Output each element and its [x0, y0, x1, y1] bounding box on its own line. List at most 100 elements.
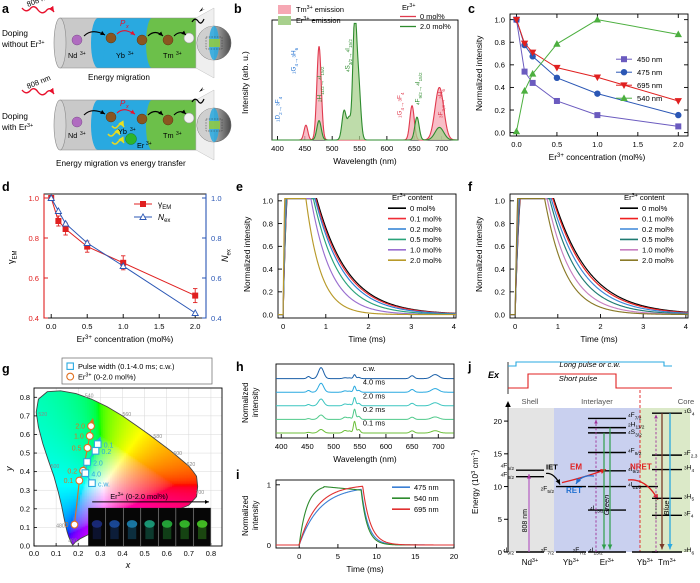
y-tick-right: 0.6 — [211, 274, 222, 283]
x-tick: 2.0 — [190, 322, 201, 331]
axis-frame — [275, 363, 455, 439]
marker — [55, 218, 62, 225]
x-tick: 0.8 — [206, 549, 216, 558]
y-tick: 0.8 — [20, 393, 30, 402]
x-tick: 650 — [406, 442, 419, 451]
axis-frame — [509, 13, 689, 137]
x-tick: 2 — [366, 322, 370, 331]
region-label-core: Core — [678, 397, 694, 406]
panel-a-caption-2: Energy migration vs energy transfer — [56, 159, 186, 168]
ion-axis-label: Nd3+ — [522, 558, 539, 567]
region-label-interlayer: Interlayer — [581, 397, 613, 406]
svg-text:3+: 3+ — [176, 131, 182, 137]
pulse-point — [83, 458, 91, 466]
legend-label: 695 nm — [414, 505, 439, 514]
legend-label: 0.1 mol% — [410, 214, 442, 223]
level-label: 4I9/2 — [503, 547, 515, 556]
panel-a-schematic: 808 nm P x Nd 3+ — [1, 0, 232, 168]
marker — [191, 308, 200, 316]
pulse-schematic: Ex Long pulse or c.w. Short pulse — [488, 360, 672, 394]
panel-e-label: e — [236, 180, 243, 194]
x-axis-title: Time (ms) — [580, 334, 618, 344]
level-label: 4S3/2 — [628, 429, 642, 438]
panel-i-label: i — [236, 468, 240, 482]
transition-label: 4S3/2→4I15/2 — [344, 39, 354, 72]
locus-wavelength-label: 500 — [51, 464, 60, 470]
svg-text:808 nm: 808 nm — [25, 0, 52, 9]
x-tick: 0.5 — [139, 549, 149, 558]
svg-text:P: P — [120, 99, 126, 108]
y-axis-title: Normalized intensity — [242, 216, 252, 292]
x-tick: 0.3 — [95, 549, 105, 558]
marker — [192, 292, 199, 299]
pulse-point-label: 0.2 — [101, 449, 111, 456]
x-axis-title: Time (ms) — [346, 564, 384, 574]
marker — [528, 49, 537, 57]
y-tick-right: 0.8 — [211, 234, 222, 243]
legend-label-nex: Nex — [158, 212, 170, 224]
transition-label: 4F9/2→4I15/2 — [414, 72, 424, 105]
region-shell — [508, 408, 554, 552]
panel-b: b 400 450 500 550 600 650 700 Wavelength (nm) In… — [232, 0, 466, 178]
svg-text:3+: 3+ — [80, 51, 86, 57]
long-pulse-trace — [508, 361, 672, 367]
panel-h-chart: 400 450 500 550 600 650 700 Wavelength (nm) Norm… — [241, 363, 455, 464]
level-label: 4I9/2 — [628, 466, 640, 475]
x-axis-title: Wavelength (nm) — [333, 156, 397, 166]
x-tick: 3 — [409, 322, 413, 331]
legend-label-gamma: γEM — [158, 199, 171, 211]
svg-text:3+: 3+ — [128, 51, 134, 57]
spectrum-curve — [276, 382, 454, 393]
x-axis-title: Time (ms) — [348, 334, 386, 344]
transition-label: 3F2,3→3H6 — [437, 89, 447, 118]
y-tick-left: 1.0 — [28, 194, 39, 203]
y-tick: 0.6 — [494, 61, 505, 70]
y-tick: 10 — [494, 482, 502, 491]
x-tick: 700 — [432, 442, 445, 451]
x-tick: 10 — [372, 552, 380, 561]
legend-label: 0.2 mol% — [642, 225, 674, 234]
spectrum-line — [272, 22, 458, 141]
vial-body — [92, 523, 102, 540]
x-tick: 500 — [327, 442, 340, 451]
x-tick: 550 — [353, 144, 366, 153]
pulse-point — [93, 440, 102, 448]
transition-label: 1G4→3F4 — [396, 92, 406, 118]
region-label-shell: Shell — [522, 397, 539, 406]
legend-label: 0.2 mol% — [410, 225, 442, 234]
svg-text:Nd: Nd — [68, 51, 77, 60]
y-tick: 0.6 — [262, 242, 273, 251]
pump-label: 808 nm — [522, 509, 529, 533]
legend-marker — [139, 212, 147, 220]
long-pulse-label: Long pulse or c.w. — [559, 360, 620, 369]
x-tick: 450 — [298, 144, 311, 153]
svg-text:x: x — [125, 104, 129, 110]
region-interlayer — [554, 408, 640, 552]
x-tick: 1 — [324, 322, 328, 331]
x-tick: 0.2 — [73, 549, 83, 558]
x-tick: 550 — [353, 442, 366, 451]
locus-wavelength-label: 460 — [68, 538, 77, 544]
y-tick: 0.2 — [262, 288, 273, 297]
er-point-label: 0.2 — [67, 468, 77, 475]
curve-label: 2.0 ms — [363, 391, 385, 400]
axis-frame — [277, 193, 457, 319]
legend-label: 0.1 mol% — [642, 214, 674, 223]
y-tick: 0.4 — [494, 265, 505, 274]
x-tick: 400 — [275, 442, 288, 451]
x-tick: 0.0 — [29, 549, 39, 558]
marker — [620, 82, 628, 90]
x-tick: 0 — [281, 322, 285, 331]
panel-e: e 0 1 2 3 4 0.0 0.2 0.4 0.6 0.8 1.0 Time (ms) Normal… — [234, 178, 466, 360]
panel-j-label: j — [468, 360, 472, 374]
ret-label: RET — [566, 486, 582, 495]
ex-label: Ex — [488, 370, 500, 380]
marker — [674, 30, 682, 38]
blue-label: Blue — [662, 501, 671, 516]
svg-text:Nd: Nd — [68, 131, 77, 140]
level-label: 4F7/2 — [628, 412, 642, 421]
transition-label: 2H11/2→4I15/2 — [316, 66, 326, 102]
legend-label: 540 nm — [637, 94, 662, 103]
level-label: 4I13/2 — [590, 505, 604, 514]
